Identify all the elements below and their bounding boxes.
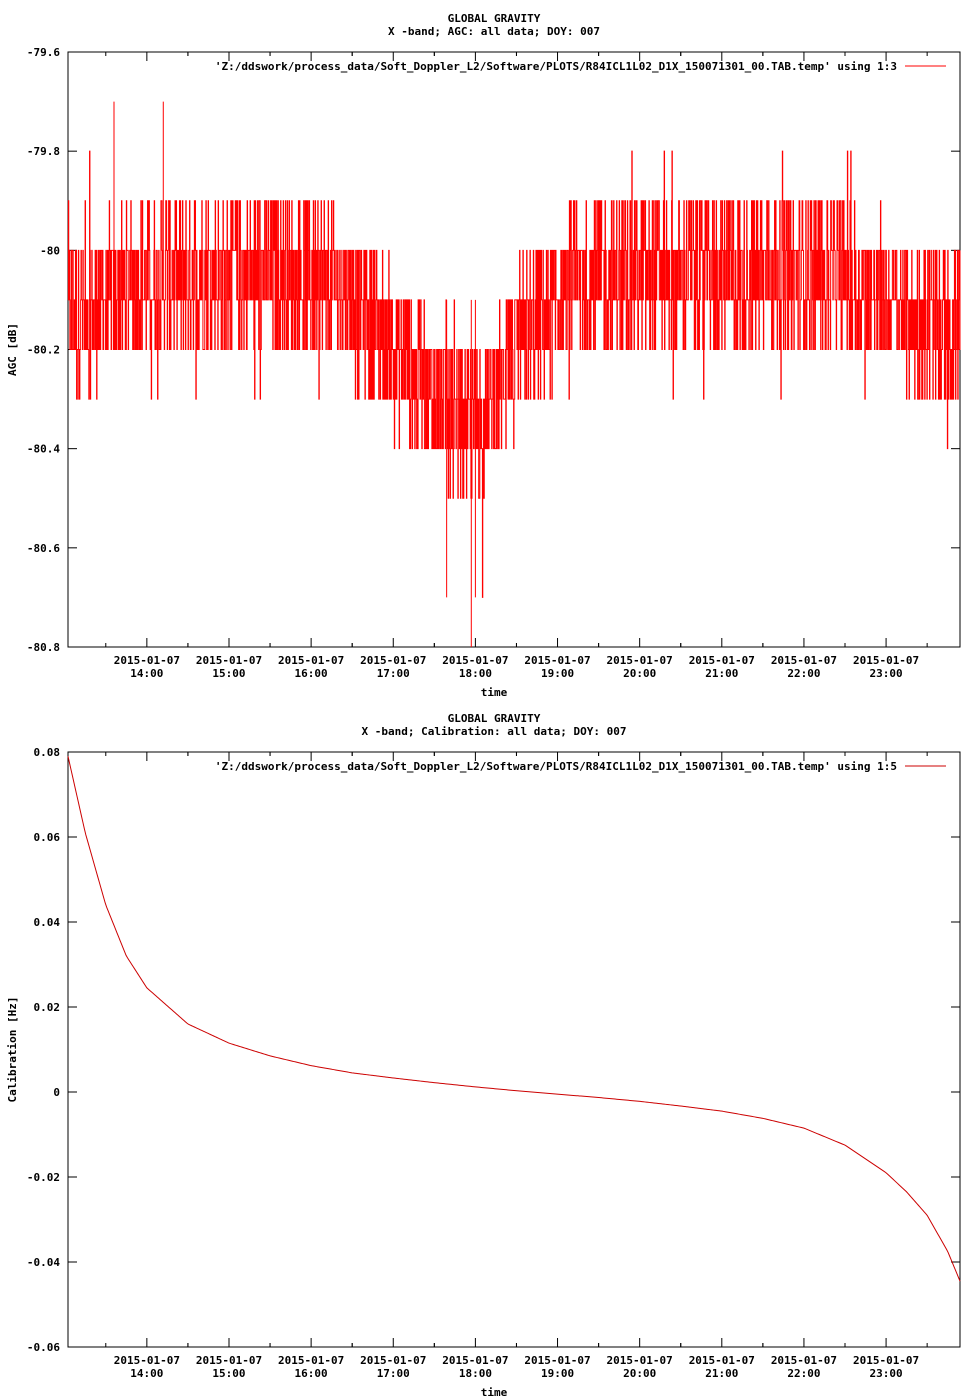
x-tick-time-label: 22:00 — [787, 667, 820, 680]
x-tick-time-label: 19:00 — [541, 667, 574, 680]
series-line — [67, 150, 961, 598]
x-tick-date-label: 2015-01-07 — [853, 1354, 919, 1367]
y-tick-label: -80 — [40, 244, 60, 257]
x-tick-date-label: 2015-01-07 — [442, 1354, 508, 1367]
x-tick-time-label: 17:00 — [377, 1367, 410, 1380]
x-tick-date-label: 2015-01-07 — [524, 654, 590, 667]
y-tick-label: -79.8 — [27, 145, 60, 158]
x-tick-time-label: 18:00 — [459, 667, 492, 680]
y-tick-label: 0.08 — [34, 746, 61, 759]
x-tick-date-label: 2015-01-07 — [114, 654, 180, 667]
y-tick-label: -80.8 — [27, 641, 60, 654]
y-tick-label: 0.06 — [34, 831, 61, 844]
y-tick-label: 0.02 — [34, 1001, 61, 1014]
y-axis-label: Calibration [Hz] — [6, 997, 19, 1103]
x-tick-date-label: 2015-01-07 — [196, 1354, 262, 1367]
x-tick-time-label: 16:00 — [295, 1367, 328, 1380]
x-tick-date-label: 2015-01-07 — [196, 654, 262, 667]
chart-title: GLOBAL GRAVITY — [448, 712, 541, 725]
x-tick-time-label: 20:00 — [623, 667, 656, 680]
x-tick-time-label: 19:00 — [541, 1367, 574, 1380]
x-tick-date-label: 2015-01-07 — [689, 654, 755, 667]
chart-subtitle: X -band; AGC: all data; DOY: 007 — [388, 25, 600, 38]
x-tick-time-label: 14:00 — [130, 667, 163, 680]
legend-label: 'Z:/ddswork/process_data/Soft_Doppler_L2… — [215, 60, 897, 73]
y-tick-label: 0 — [53, 1086, 60, 1099]
x-tick-time-label: 23:00 — [870, 1367, 903, 1380]
x-tick-date-label: 2015-01-07 — [607, 654, 673, 667]
x-axis-label: time — [481, 1386, 508, 1399]
y-tick-label: -0.06 — [27, 1341, 60, 1354]
y-tick-label: -80.6 — [27, 542, 60, 555]
y-tick-label: -0.02 — [27, 1171, 60, 1184]
series-line — [67, 756, 961, 1282]
plot-frame — [67, 751, 961, 1348]
x-tick-time-label: 18:00 — [459, 1367, 492, 1380]
x-tick-date-label: 2015-01-07 — [771, 1354, 837, 1367]
x-tick-time-label: 15:00 — [212, 1367, 245, 1380]
y-axis-label: AGC [dB] — [6, 323, 19, 376]
y-tick-label: -80.4 — [27, 443, 60, 456]
x-tick-time-label: 20:00 — [623, 1367, 656, 1380]
x-tick-date-label: 2015-01-07 — [771, 654, 837, 667]
x-tick-date-label: 2015-01-07 — [442, 654, 508, 667]
chart-title: GLOBAL GRAVITY — [448, 12, 541, 25]
x-tick-date-label: 2015-01-07 — [360, 1354, 426, 1367]
y-tick-label: 0.04 — [34, 916, 61, 929]
x-axis-label: time — [481, 686, 508, 699]
x-tick-date-label: 2015-01-07 — [360, 654, 426, 667]
x-tick-date-label: 2015-01-07 — [524, 1354, 590, 1367]
x-tick-date-label: 2015-01-07 — [689, 1354, 755, 1367]
x-tick-date-label: 2015-01-07 — [114, 1354, 180, 1367]
y-tick-label: -79.6 — [27, 46, 60, 59]
legend-label: 'Z:/ddswork/process_data/Soft_Doppler_L2… — [215, 760, 897, 773]
x-tick-date-label: 2015-01-07 — [607, 1354, 673, 1367]
x-tick-date-label: 2015-01-07 — [853, 654, 919, 667]
x-tick-time-label: 16:00 — [295, 667, 328, 680]
x-tick-time-label: 14:00 — [130, 1367, 163, 1380]
chart-subtitle: X -band; Calibration: all data; DOY: 007 — [362, 725, 627, 738]
x-tick-time-label: 15:00 — [212, 667, 245, 680]
y-tick-label: -80.2 — [27, 344, 60, 357]
x-tick-date-label: 2015-01-07 — [278, 654, 344, 667]
x-tick-time-label: 21:00 — [705, 667, 738, 680]
x-tick-time-label: 17:00 — [377, 667, 410, 680]
y-tick-label: -0.04 — [27, 1256, 60, 1269]
x-tick-time-label: 23:00 — [870, 667, 903, 680]
x-tick-time-label: 22:00 — [787, 1367, 820, 1380]
x-tick-date-label: 2015-01-07 — [278, 1354, 344, 1367]
x-tick-time-label: 21:00 — [705, 1367, 738, 1380]
